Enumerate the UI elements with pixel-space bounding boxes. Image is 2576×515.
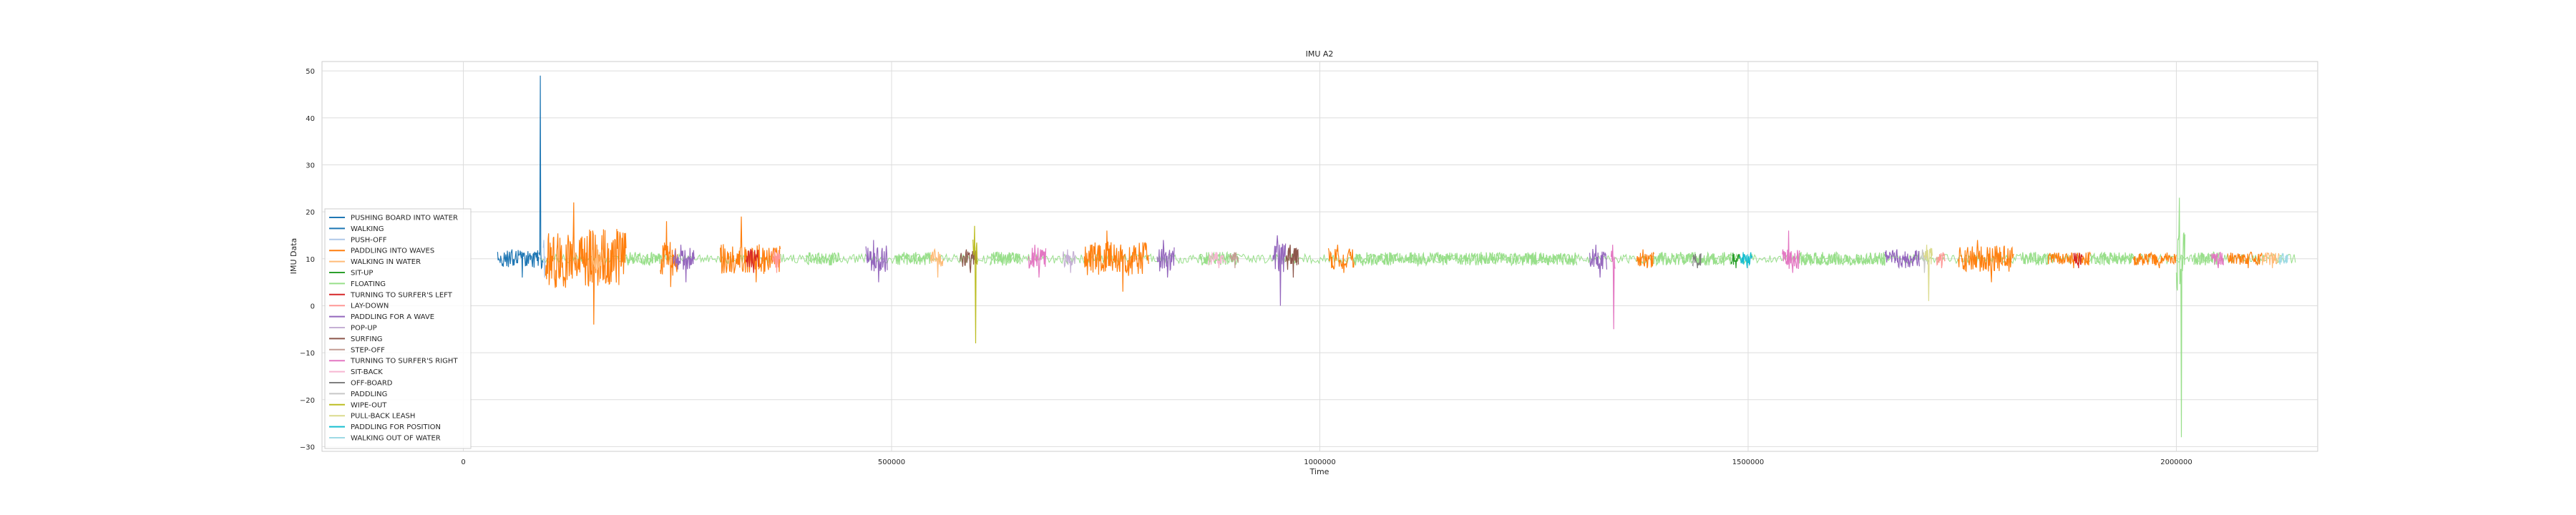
series-line-5 <box>1730 252 1740 268</box>
legend-label: PADDLING FOR POSITION <box>351 423 441 431</box>
legend-label: PADDLING INTO WAVES <box>351 247 434 255</box>
x-tick-label: 0 <box>461 458 465 466</box>
y-tick-label: −20 <box>300 397 315 405</box>
y-tick-label: 0 <box>311 303 315 310</box>
series-line-13 <box>1028 230 2224 330</box>
series-line-20 <box>2278 252 2288 265</box>
y-tick-label: 40 <box>306 115 315 123</box>
x-axis-ticks: 0 500000 1000000 1500000 2000000 <box>461 458 2192 466</box>
y-tick-label: −10 <box>300 350 315 358</box>
legend-label: OFF-BOARD <box>351 380 393 388</box>
legend-label: PULL-BACK LEASH <box>351 413 415 421</box>
legend-label: STEP-OFF <box>351 346 385 354</box>
legend-label: WIPE-OUT <box>351 401 387 409</box>
legend-label: PADDLING <box>351 391 387 398</box>
legend-label: WALKING IN WATER <box>351 258 421 266</box>
legend-label: POP-UP <box>351 325 377 333</box>
legend-label: SURFING <box>351 335 383 343</box>
series-line-14 <box>1208 251 1226 268</box>
legend-label: WALKING <box>351 225 384 233</box>
y-tick-label: −30 <box>300 443 315 451</box>
series-line-10 <box>1062 249 1076 273</box>
series-line-7 <box>745 248 2083 273</box>
series-line-12 <box>1229 252 1239 268</box>
y-tick-label: 10 <box>306 256 315 264</box>
legend-label: FLOATING <box>351 280 386 288</box>
y-tick-label: 50 <box>306 68 315 76</box>
legend-label: WALKING OUT OF WATER <box>351 435 441 443</box>
series-line-2 <box>542 240 546 278</box>
x-tick-label: 1000000 <box>1304 458 1336 466</box>
series-line-4 <box>591 245 2280 283</box>
y-axis-label: IMU Data <box>289 238 298 275</box>
y-tick-label: 20 <box>306 209 315 217</box>
series-line-1 <box>497 249 540 278</box>
series-line-0 <box>538 75 544 270</box>
legend: PUSHING BOARD INTO WATER WALKING PUSH-OFF P… <box>324 208 472 449</box>
x-axis-label: Time <box>1309 467 1330 476</box>
x-tick-label: 500000 <box>878 458 905 466</box>
legend-label: LAY-DOWN <box>351 303 389 310</box>
chart-title: IMU A2 <box>1306 49 1334 59</box>
legend-label: PADDLING FOR A WAVE <box>351 313 434 321</box>
y-axis-ticks: −30 −20 −10 0 10 20 30 40 50 <box>300 68 315 451</box>
series-line-9 <box>673 235 1920 306</box>
series-line-8 <box>771 249 1946 273</box>
series-line-17 <box>972 225 978 344</box>
legend-label: SIT-BACK <box>351 368 383 376</box>
x-tick-label: 2000000 <box>2160 458 2192 466</box>
legend-label: SIT-UP <box>351 270 373 278</box>
legend-label: PUSHING BOARD INTO WATER <box>351 215 458 222</box>
series-line-18 <box>1923 245 1933 301</box>
series-layer <box>497 75 2296 438</box>
legend-label: TURNING TO SURFER'S LEFT <box>350 291 453 299</box>
x-tick-label: 1500000 <box>1732 458 1765 466</box>
legend-label: TURNING TO SURFER'S RIGHT <box>350 358 458 366</box>
series-line-15 <box>1692 253 1702 268</box>
series-line-19 <box>1739 252 1753 268</box>
legend-label: PUSH-OFF <box>351 236 387 244</box>
series-line-11 <box>960 245 1299 278</box>
legend-box <box>324 208 472 449</box>
y-tick-label: 30 <box>306 162 315 170</box>
